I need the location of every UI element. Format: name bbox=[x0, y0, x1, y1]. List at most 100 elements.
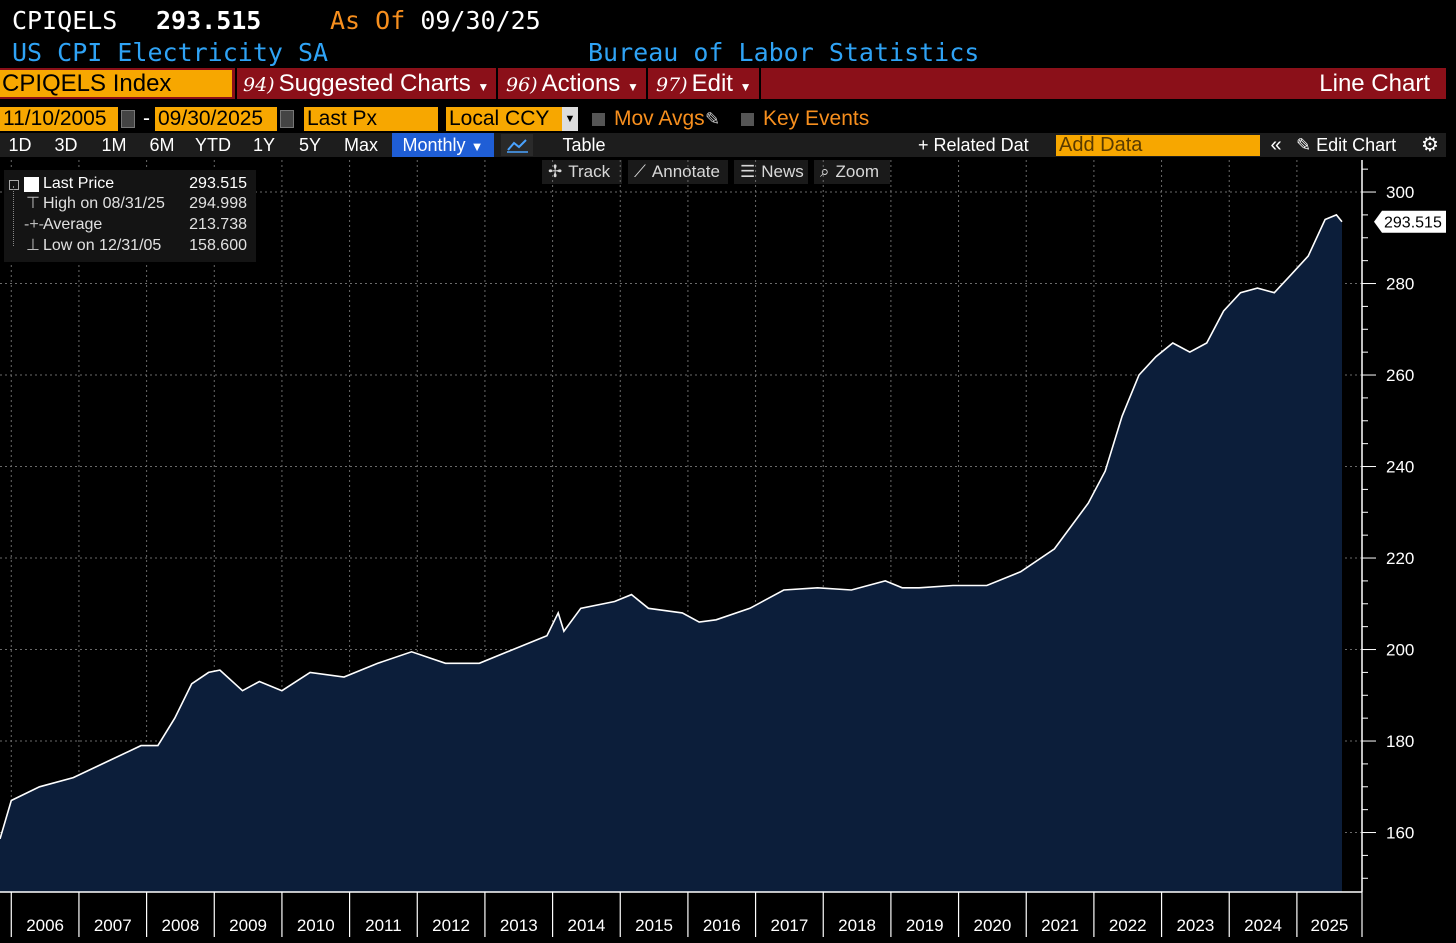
period-1y[interactable]: 1Y bbox=[252, 135, 276, 155]
actions-menu[interactable]: 96) Actions ▼ bbox=[506, 68, 639, 99]
legend-high-value: 294.998 bbox=[189, 195, 247, 212]
legend-average-label: Average bbox=[43, 216, 103, 233]
x-tick-label: 2022 bbox=[1109, 916, 1147, 935]
y-tick-label: 180 bbox=[1386, 732, 1414, 751]
collapse-icon[interactable]: « bbox=[1270, 134, 1282, 156]
pencil-icon: ✎ bbox=[1296, 135, 1312, 155]
x-tick-label: 2013 bbox=[500, 916, 538, 935]
last-price: 293.515 bbox=[156, 6, 262, 35]
field-select[interactable]: Last Px bbox=[304, 107, 438, 131]
pencil-icon[interactable]: ✎ bbox=[705, 109, 721, 129]
annotate-tool[interactable]: ⟋ Annotate bbox=[628, 160, 728, 184]
last-value-tag bbox=[1374, 210, 1446, 233]
start-date-field[interactable]: 11/10/2005 bbox=[0, 107, 118, 131]
series-swatch bbox=[24, 177, 39, 192]
actions-num: 96) bbox=[506, 74, 538, 96]
as-of: As Of 09/30/25 bbox=[330, 6, 541, 35]
high-marker-icon: ⊤ bbox=[26, 195, 40, 212]
chevron-down-icon: ▼ bbox=[477, 80, 490, 94]
as-of-date: 09/30/25 bbox=[420, 6, 541, 35]
suggested-num: 94) bbox=[243, 74, 275, 96]
related-data-label: Related Dat bbox=[933, 135, 1029, 155]
y-tick-label: 160 bbox=[1386, 824, 1414, 843]
track-tool[interactable]: ✢ Track bbox=[542, 160, 622, 184]
ticker: CPIQELS bbox=[12, 6, 118, 35]
x-tick-label: 2019 bbox=[906, 916, 944, 935]
legend-average-value: 213.738 bbox=[189, 216, 247, 233]
news-tool[interactable]: ☰ News bbox=[734, 160, 808, 184]
zoom-tool[interactable]: ⌕ Zoom bbox=[814, 160, 890, 184]
low-marker-icon: ⊥ bbox=[26, 237, 40, 254]
x-tick-label: 2018 bbox=[838, 916, 876, 935]
edit-label: Edit bbox=[691, 70, 733, 97]
legend-row-last: Last Price 293.515 bbox=[4, 174, 256, 194]
x-tick-label: 2021 bbox=[1041, 916, 1079, 935]
legend-high-label: High on 08/31/25 bbox=[43, 195, 165, 212]
mov-avgs-label[interactable]: Mov Avgs bbox=[614, 107, 705, 130]
suggested-charts-menu[interactable]: 94) Suggested Charts ▼ bbox=[243, 68, 489, 99]
x-tick-label: 2014 bbox=[568, 916, 606, 935]
security-field[interactable]: CPIQELS Index bbox=[0, 70, 232, 97]
chevron-down-icon: ▼ bbox=[626, 80, 639, 94]
period-3d[interactable]: 3D bbox=[54, 135, 78, 155]
period-max[interactable]: Max bbox=[343, 135, 378, 155]
period-1m[interactable]: 1M bbox=[101, 135, 127, 155]
edit-menu[interactable]: 97) Edit ▼ bbox=[656, 68, 752, 99]
period-5y[interactable]: 5Y bbox=[298, 135, 322, 155]
annotate-label: Annotate bbox=[651, 162, 720, 181]
legend-row-high: ⊤ High on 08/31/25 294.998 bbox=[4, 194, 256, 214]
toolbar-divider bbox=[235, 68, 237, 99]
last-value-label: 293.515 bbox=[1384, 215, 1442, 232]
add-data-input[interactable]: Add Data bbox=[1056, 135, 1260, 156]
as-of-label: As Of bbox=[330, 6, 406, 35]
chart-type-button[interactable] bbox=[501, 134, 533, 156]
security-name: US CPI Electricity SA bbox=[12, 38, 329, 67]
collapse-box-icon[interactable] bbox=[9, 180, 19, 190]
toolbar-divider bbox=[496, 68, 498, 99]
average-marker-icon: -+- bbox=[24, 216, 44, 233]
x-tick-label: 2020 bbox=[973, 916, 1011, 935]
x-tick-label: 2017 bbox=[770, 916, 808, 935]
mov-avgs-checkbox[interactable] bbox=[592, 113, 605, 126]
x-tick-label: 2012 bbox=[432, 916, 470, 935]
news-label: News bbox=[761, 162, 804, 181]
gear-icon[interactable]: ⚙ bbox=[1421, 134, 1439, 156]
legend-last-label: Last Price bbox=[43, 175, 115, 192]
legend-tree-line bbox=[13, 186, 15, 246]
currency-select[interactable]: Local CCY bbox=[446, 107, 562, 131]
zoom-label: Zoom bbox=[835, 162, 879, 181]
y-tick-label: 300 bbox=[1386, 183, 1414, 202]
frequency-select[interactable]: Monthly ▼ bbox=[392, 133, 494, 157]
calendar-icon[interactable] bbox=[280, 110, 294, 128]
magnifier-icon: ⌕ bbox=[820, 162, 830, 181]
x-tick-label: 2010 bbox=[297, 916, 335, 935]
series-area bbox=[0, 214, 1342, 892]
period-6m[interactable]: 6M bbox=[149, 135, 175, 155]
x-tick-label: 2011 bbox=[365, 916, 402, 935]
chevron-down-icon[interactable]: ▼ bbox=[562, 107, 578, 131]
period-1d[interactable]: 1D bbox=[8, 135, 32, 155]
data-source: Bureau of Labor Statistics bbox=[588, 38, 980, 67]
edit-chart-button[interactable]: ✎ Edit Chart bbox=[1296, 133, 1412, 157]
related-data-button[interactable]: + Related Dat bbox=[918, 133, 1046, 157]
key-events-label[interactable]: Key Events bbox=[763, 107, 870, 130]
legend-low-value: 158.600 bbox=[189, 237, 247, 254]
edit-num: 97) bbox=[656, 74, 688, 96]
calendar-icon[interactable] bbox=[121, 110, 135, 128]
y-tick-label: 260 bbox=[1386, 366, 1414, 385]
end-date-field[interactable]: 09/30/2025 bbox=[155, 107, 277, 131]
plus-icon: + bbox=[918, 135, 929, 155]
y-tick-label: 280 bbox=[1386, 275, 1414, 294]
x-tick-label: 2008 bbox=[162, 916, 200, 935]
period-ytd[interactable]: YTD bbox=[195, 135, 231, 155]
key-events-checkbox[interactable] bbox=[741, 113, 754, 126]
crosshair-icon: ✢ bbox=[548, 162, 563, 181]
table-button[interactable]: Table bbox=[562, 135, 606, 155]
y-tick-label: 240 bbox=[1386, 458, 1414, 477]
chart-legend: Last Price 293.515 ⊤ High on 08/31/25 29… bbox=[4, 170, 256, 262]
line-chart-icon bbox=[507, 139, 528, 153]
toolbar: CPIQELS Index 94) Suggested Charts ▼ 96) A… bbox=[0, 68, 1446, 99]
date-separator: - bbox=[143, 107, 150, 130]
legend-row-low: ⊥ Low on 12/31/05 158.600 bbox=[4, 236, 256, 256]
